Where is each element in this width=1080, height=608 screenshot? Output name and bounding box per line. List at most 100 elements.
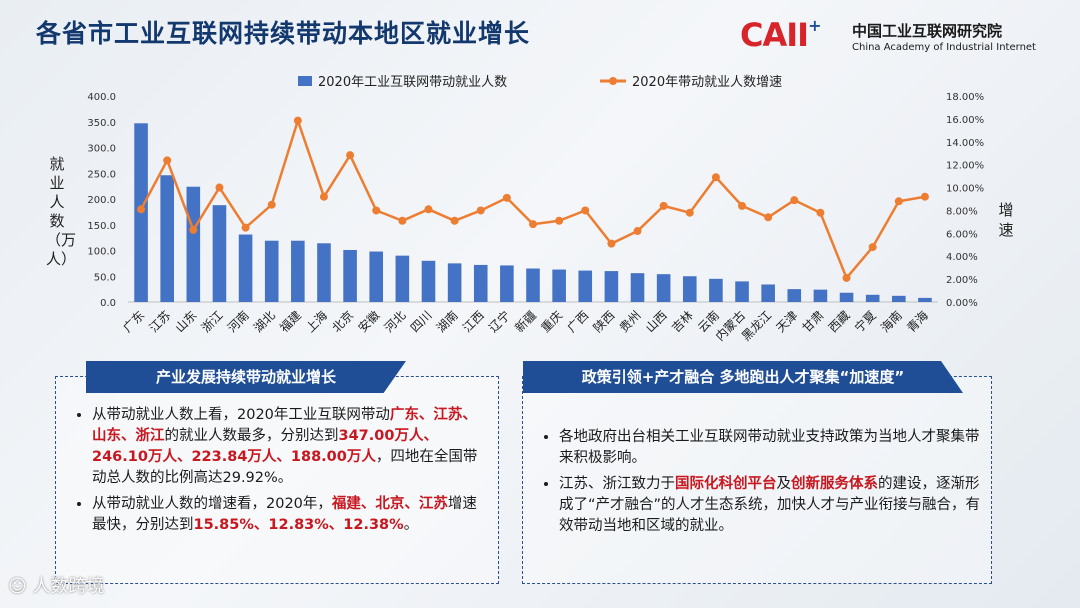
bullet-text: 的建设，逐渐形成了“产才融合”的人才生态系统，加快人才与产业衔接与融合，有效带动…: [559, 476, 981, 534]
growth-point: [659, 201, 668, 210]
growth-point: [555, 216, 564, 225]
growth-point: [215, 183, 224, 192]
growth-point: [633, 227, 642, 236]
y-left-tick-label: 400.0: [87, 92, 116, 103]
bullet-text: ，四地在全国带动总人数的比例高达29.92%。: [92, 449, 478, 486]
bar: [212, 205, 227, 302]
x-tick-label: 浙江: [199, 308, 226, 335]
y-axis-left-label: 就业人数（万人）: [46, 155, 77, 268]
y-left-tick-label: 50.0: [94, 272, 116, 283]
x-tick-label: 上海: [303, 308, 331, 336]
panel-right-bullets: 各地政府出台相关工业互联网带动就业支持政策为当地人才聚集带来积极影响。江苏、浙江…: [541, 427, 981, 542]
highlight-text: 15.85%、12.83%、12.38%: [193, 517, 404, 533]
bar: [709, 278, 723, 302]
growth-point: [319, 192, 328, 201]
x-tick-label: 广西: [564, 308, 591, 335]
growth-point: [842, 273, 851, 282]
policy-talent-panel: 政策引领+产才融合 多地跑出人才聚集“加速度” 各地政府出台相关工业互联网带动就…: [522, 361, 992, 584]
bar: [656, 274, 671, 302]
x-tick-label: 江苏: [146, 308, 173, 335]
bar: [343, 249, 357, 302]
x-tick-label: 四川: [408, 308, 435, 335]
x-tick-label: 青海: [903, 308, 931, 336]
bullet-text: 。: [403, 517, 419, 533]
growth-point: [450, 216, 459, 225]
growth-point: [738, 201, 747, 210]
bar: [473, 264, 488, 302]
growth-point: [189, 225, 198, 234]
x-tick-label: 山西: [643, 308, 670, 335]
x-tick-label: 黑龙江: [739, 308, 774, 343]
bar: [839, 292, 854, 302]
growth-point: [267, 200, 276, 209]
growth-point: [137, 205, 146, 214]
y-right-tick-label: 12.00%: [946, 161, 984, 172]
x-tick-label: 宁夏: [851, 308, 879, 336]
bar: [552, 269, 566, 302]
bar: [865, 294, 880, 302]
panel-left-title: 产业发展持续带动就业增长: [86, 361, 406, 393]
x-tick-label: 贵州: [617, 308, 644, 335]
highlight-text: 国际化科创平台: [675, 476, 777, 492]
growth-point: [581, 206, 590, 215]
growth-point: [529, 220, 537, 229]
bar: [813, 289, 828, 302]
highlight-text: 广东、江苏、山东、浙江: [92, 407, 477, 444]
growth-point: [476, 206, 485, 215]
x-tick-label: 福建: [276, 308, 304, 336]
x-tick-label: 西藏: [826, 308, 853, 335]
bar: [317, 243, 331, 302]
legend-line-marker: [609, 77, 617, 85]
panel-left-bullets: 从带动就业人数上看，2020年工业互联网带动广东、江苏、山东、浙江的就业人数最多…: [74, 405, 488, 541]
logo-name-cn: 中国工业互联网研究院: [852, 22, 1003, 40]
x-tick-label: 吉林: [669, 308, 696, 335]
legend-bar-swatch: [298, 76, 312, 86]
growth-point: [894, 197, 903, 206]
bullet-text: 的就业人数最多，分别达到: [164, 428, 339, 444]
bar: [604, 271, 619, 302]
x-tick-label: 河北: [382, 308, 409, 335]
y-left-tick-label: 200.0: [87, 195, 116, 206]
y-right-tick-label: 16.00%: [946, 115, 984, 126]
x-tick-label: 江西: [460, 308, 487, 335]
y-axis-right-label: 增速: [998, 201, 1014, 239]
bar: [160, 175, 174, 302]
growth-point: [816, 208, 825, 217]
growth-point: [241, 223, 250, 232]
bar: [918, 297, 932, 302]
growth-point: [502, 193, 511, 202]
caii-logo: CAII+ 中国工业互联网研究院 China Academy of Indust…: [740, 16, 1050, 60]
growth-point: [424, 205, 433, 214]
bar: [369, 251, 384, 302]
bullet-text: 增速最快，分别达到: [92, 496, 477, 533]
y-right-tick-label: 8.00%: [946, 206, 978, 217]
bullet-item: 江苏、浙江致力于国际化科创平台及创新服务体系的建设，逐渐形成了“产才融合”的人才…: [559, 474, 981, 537]
x-tick-label: 安徽: [355, 308, 383, 336]
y-right-tick-label: 0.00%: [946, 298, 978, 309]
bullet-text: 及: [776, 476, 792, 492]
y-right-tick-label: 14.00%: [946, 138, 984, 149]
growth-point: [764, 213, 773, 222]
bar: [892, 295, 906, 302]
y-right-tick-label: 2.00%: [946, 275, 978, 286]
growth-point: [346, 151, 355, 160]
growth-point: [711, 173, 720, 182]
x-tick-label: 山东: [173, 308, 200, 335]
bar: [682, 276, 697, 302]
bar: [447, 263, 462, 302]
employment-chart: 2020年工业互联网带动就业人数 2020年带动就业人数增速 0.0 50.0 100.…: [87, 75, 984, 344]
logo-name-en: China Academy of Industrial Internet: [852, 42, 1036, 53]
y-left-tick-label: 350.0: [87, 118, 116, 129]
growth-point: [868, 243, 877, 252]
growth-line: [139, 116, 926, 281]
x-tick-label: 重庆: [538, 308, 565, 335]
x-tick-label: 广东: [120, 308, 147, 335]
page-title: 各省市工业互联网持续带动本地区就业增长: [36, 19, 531, 48]
highlight-text: 福建、北京、江苏: [331, 496, 448, 512]
x-tick-label: 海南: [877, 308, 905, 336]
y-left-tick-label: 150.0: [87, 221, 116, 232]
bar: [291, 240, 305, 302]
x-tick-label: 甘肃: [800, 308, 827, 335]
x-tick-label: 辽宁: [485, 308, 513, 336]
y-left-tick-label: 250.0: [87, 169, 116, 180]
